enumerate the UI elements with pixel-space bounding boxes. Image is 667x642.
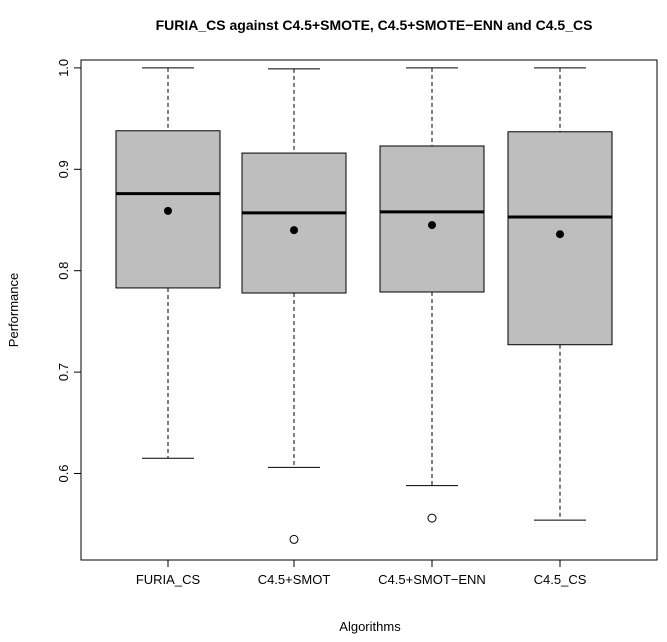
y-tick-label: 0.8 xyxy=(56,262,71,280)
boxes-layer xyxy=(115,67,613,544)
x-axis: FURIA_CS C4.5+SMOT C4.5+SMOT−ENN C4.5_CS xyxy=(136,560,587,587)
y-axis-label: Performance xyxy=(6,273,21,347)
mean-point xyxy=(164,206,172,215)
x-tick-label: C4.5+SMOT xyxy=(258,572,331,587)
mean-point xyxy=(556,230,564,239)
x-axis-label: Algorithms xyxy=(339,619,401,634)
mean-point xyxy=(290,226,298,235)
x-tick-label: C4.5+SMOT−ENN xyxy=(378,572,486,587)
iqr-box xyxy=(379,145,485,293)
y-tick-label: 0.6 xyxy=(56,464,71,482)
x-tick-label: FURIA_CS xyxy=(136,572,201,587)
y-tick-label: 0.9 xyxy=(56,160,71,178)
y-tick-label: 0.7 xyxy=(56,363,71,381)
y-tick-label: 1.0 xyxy=(56,59,71,77)
outlier-point xyxy=(427,513,437,523)
plot-frame xyxy=(80,59,658,561)
box-1 xyxy=(115,67,221,459)
box-4 xyxy=(507,67,613,521)
box-3 xyxy=(379,67,485,523)
outlier-point xyxy=(289,534,299,544)
box-2 xyxy=(241,68,347,544)
iqr-box xyxy=(507,131,613,346)
y-axis: 0.6 0.7 0.8 0.9 1.0 xyxy=(56,59,81,483)
iqr-box xyxy=(241,152,347,294)
x-tick-label: C4.5_CS xyxy=(534,572,587,587)
mean-point xyxy=(428,221,436,230)
chart-title: FURIA_CS against C4.5+SMOTE, C4.5+SMOTE−… xyxy=(156,17,593,33)
